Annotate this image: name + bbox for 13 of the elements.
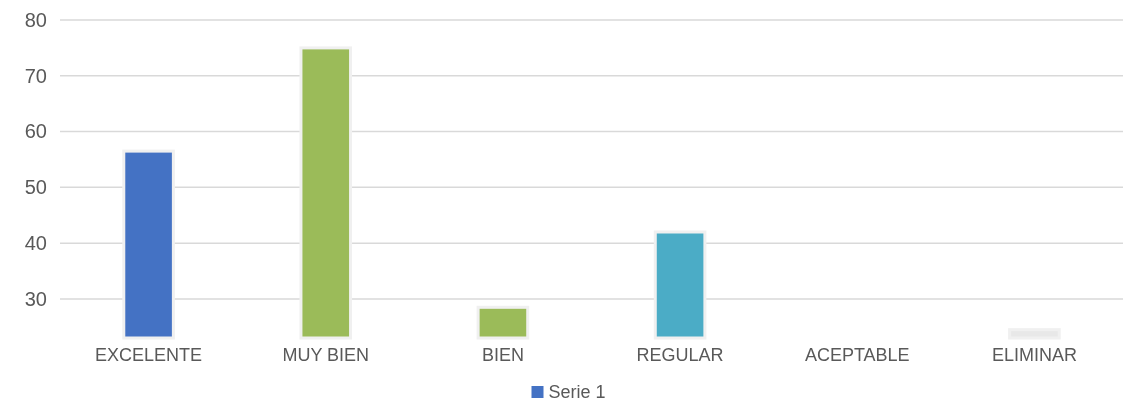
x-tick-label: BIEN [481, 344, 524, 365]
y-tick-label: 30 [24, 287, 47, 310]
y-tick-label: 70 [24, 64, 47, 87]
y-tick-label: 60 [24, 120, 47, 143]
x-tick-label: ACEPTABLE [804, 344, 910, 365]
x-tick-label: ELIMINAR [991, 344, 1077, 365]
legend-label: Serie 1 [548, 382, 606, 402]
y-tick-label: 50 [24, 176, 47, 199]
y-tick-label: 80 [24, 8, 47, 31]
y-tick-label: 40 [24, 232, 47, 255]
x-tick-label: MUY BIEN [282, 344, 370, 365]
x-tick-label: REGULAR [636, 344, 724, 365]
x-tick-label: EXCELENTE [95, 344, 203, 365]
